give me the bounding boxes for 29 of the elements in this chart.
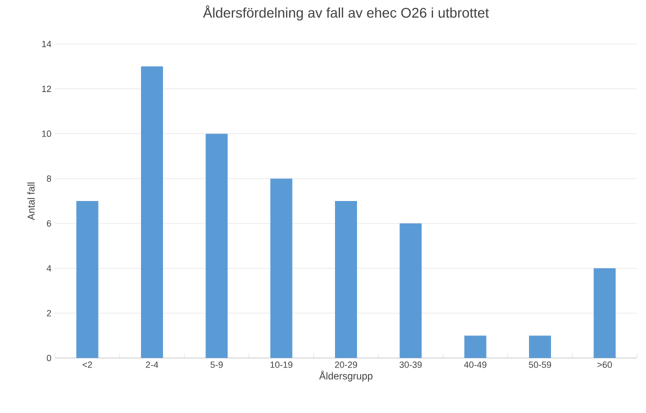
x-axis-title: Åldersgrupp bbox=[319, 370, 372, 382]
bar bbox=[206, 134, 228, 358]
x-tick-label: >60 bbox=[597, 362, 612, 368]
y-tick-label: 4 bbox=[46, 265, 52, 272]
x-tick-label: 50-59 bbox=[528, 362, 552, 368]
bar bbox=[594, 268, 616, 358]
chart-title: Åldersfördelning av fall av ehec O26 i utbrottet bbox=[202, 5, 489, 20]
y-tick-label: 2 bbox=[46, 310, 52, 316]
y-tick-label: 14 bbox=[42, 40, 52, 48]
y-tick-label: 12 bbox=[42, 86, 52, 92]
x-tick-label: <2 bbox=[82, 362, 92, 368]
x-tick-label: 30-39 bbox=[400, 362, 422, 368]
x-tick-label: 2-4 bbox=[146, 362, 158, 368]
y-axis-title: Antal fall bbox=[27, 182, 35, 220]
bar bbox=[464, 336, 486, 358]
bar bbox=[270, 178, 292, 358]
y-tick-label: 6 bbox=[46, 220, 52, 227]
bar bbox=[400, 223, 422, 358]
y-tick-label: 8 bbox=[46, 175, 52, 182]
bar bbox=[141, 66, 163, 358]
bar bbox=[334, 201, 357, 358]
x-tick-label: 40-49 bbox=[464, 362, 486, 368]
bar bbox=[528, 336, 551, 358]
x-tick-label: 10-19 bbox=[270, 362, 292, 368]
x-tick-label: 20-29 bbox=[334, 362, 358, 368]
y-tick-label: 0 bbox=[46, 354, 52, 362]
y-tick-label: 10 bbox=[42, 130, 52, 137]
x-tick-label: 5-9 bbox=[210, 362, 223, 368]
bar bbox=[76, 201, 98, 358]
